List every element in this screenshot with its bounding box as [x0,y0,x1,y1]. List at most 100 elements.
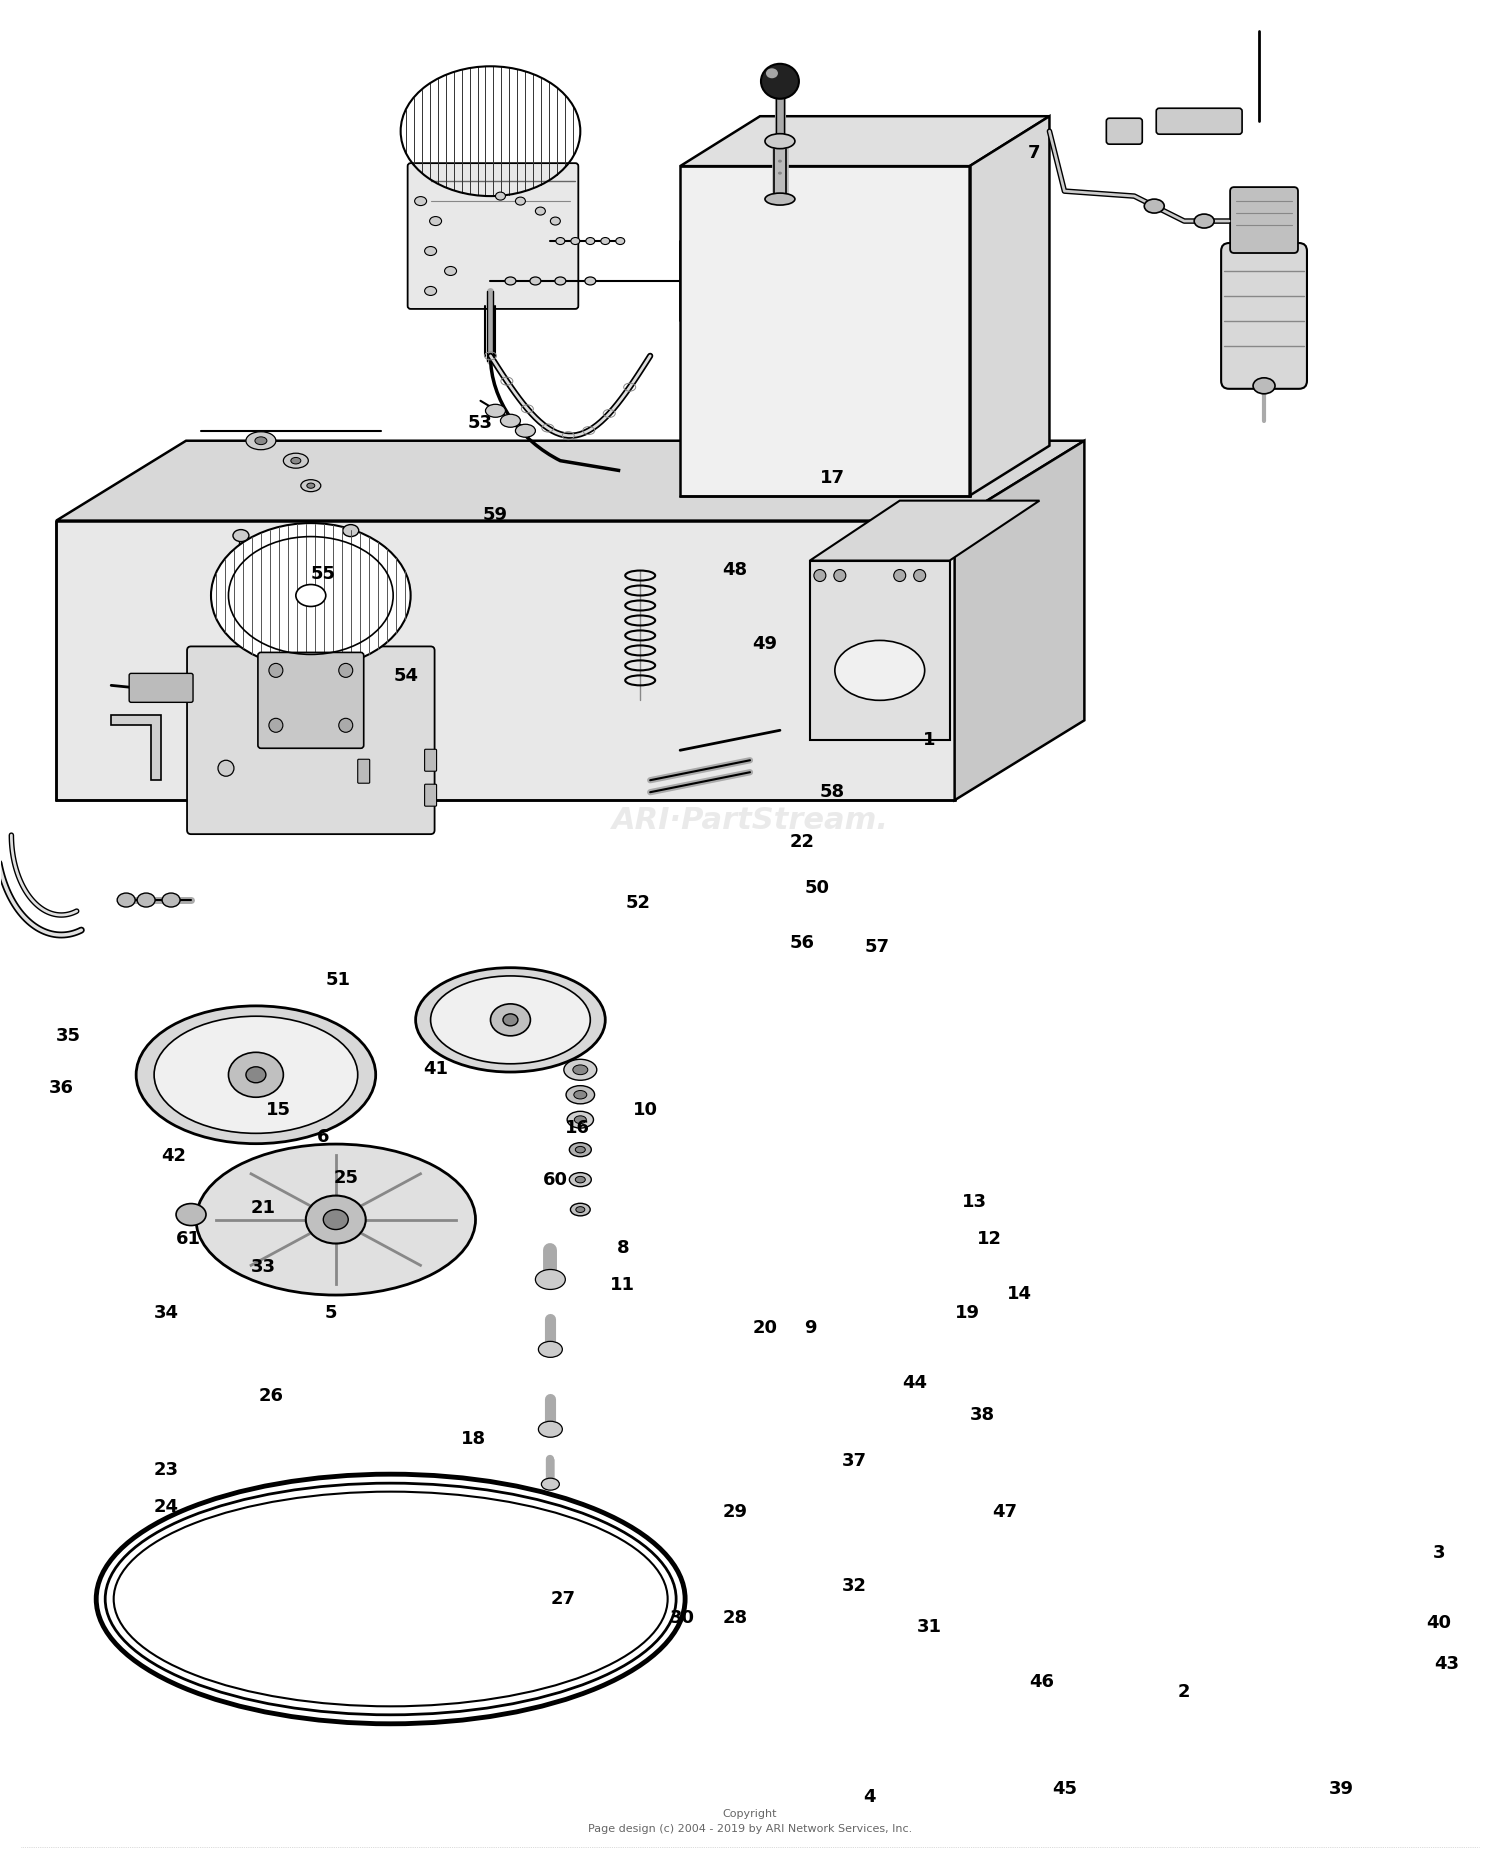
Text: 13: 13 [962,1193,987,1212]
Ellipse shape [602,237,610,244]
Ellipse shape [154,1016,357,1134]
Ellipse shape [255,437,267,444]
Text: 48: 48 [723,561,747,579]
Ellipse shape [538,1341,562,1358]
Ellipse shape [576,1147,585,1153]
Ellipse shape [574,1090,586,1099]
Ellipse shape [536,207,546,215]
Ellipse shape [246,431,276,450]
Text: 47: 47 [992,1504,1017,1521]
Ellipse shape [486,405,506,418]
Text: 24: 24 [153,1498,178,1515]
FancyBboxPatch shape [1107,118,1143,144]
Text: 29: 29 [723,1504,747,1521]
Text: 31: 31 [916,1619,942,1635]
Circle shape [815,570,827,581]
FancyBboxPatch shape [357,758,369,783]
Text: 44: 44 [902,1375,927,1391]
Polygon shape [57,440,1084,520]
Ellipse shape [836,640,924,701]
Text: 20: 20 [753,1319,777,1338]
Ellipse shape [501,414,520,427]
Ellipse shape [306,1195,366,1243]
FancyBboxPatch shape [129,673,194,703]
Text: 39: 39 [1329,1780,1354,1798]
Ellipse shape [136,1006,375,1143]
Text: 56: 56 [790,934,814,953]
Ellipse shape [246,1067,266,1082]
Text: 34: 34 [153,1304,178,1323]
Text: 60: 60 [543,1171,568,1190]
Ellipse shape [490,1005,531,1036]
Ellipse shape [136,894,154,906]
Text: ARI·PartStream.: ARI·PartStream. [612,805,888,834]
Text: 51: 51 [326,971,351,990]
Ellipse shape [1194,215,1214,228]
FancyBboxPatch shape [424,784,436,807]
Text: 7: 7 [1028,144,1041,161]
Ellipse shape [416,968,606,1071]
Text: 14: 14 [1007,1286,1032,1304]
Ellipse shape [564,1060,597,1080]
Text: 35: 35 [57,1027,81,1045]
FancyBboxPatch shape [408,163,579,309]
Text: 55: 55 [310,564,336,583]
Ellipse shape [576,1177,585,1182]
Ellipse shape [765,133,795,148]
Ellipse shape [778,172,782,174]
Text: 8: 8 [616,1240,628,1258]
Ellipse shape [766,68,778,78]
Text: 9: 9 [804,1319,816,1338]
Text: 50: 50 [806,879,830,897]
Ellipse shape [566,1086,594,1104]
Ellipse shape [516,424,536,437]
Ellipse shape [550,216,561,226]
Ellipse shape [585,278,596,285]
FancyBboxPatch shape [810,561,950,740]
Ellipse shape [228,1053,284,1097]
Text: 11: 11 [610,1276,634,1295]
Text: 54: 54 [393,666,418,684]
Text: 40: 40 [1426,1615,1450,1632]
Ellipse shape [162,894,180,906]
Text: 42: 42 [160,1147,186,1166]
Text: 57: 57 [865,938,889,956]
Ellipse shape [542,1478,560,1489]
Text: 5: 5 [324,1304,338,1323]
Text: 33: 33 [251,1258,276,1276]
Polygon shape [810,501,1039,561]
Text: 4: 4 [864,1787,876,1806]
Text: 15: 15 [266,1101,291,1119]
FancyBboxPatch shape [1221,242,1306,388]
Ellipse shape [573,1066,588,1075]
Ellipse shape [760,63,800,98]
Text: 18: 18 [460,1430,486,1447]
Ellipse shape [615,237,624,244]
Ellipse shape [538,1421,562,1437]
Text: 46: 46 [1029,1674,1054,1691]
Text: 53: 53 [468,414,494,431]
Text: 38: 38 [969,1406,994,1423]
Text: 45: 45 [1052,1780,1077,1798]
Ellipse shape [291,457,302,464]
Ellipse shape [302,479,321,492]
Ellipse shape [344,525,358,536]
Text: 23: 23 [153,1462,178,1478]
Text: 28: 28 [723,1610,747,1626]
Ellipse shape [176,1204,206,1225]
Text: 3: 3 [1432,1545,1444,1561]
Circle shape [894,570,906,581]
Ellipse shape [778,159,782,163]
Ellipse shape [574,1116,586,1123]
Text: 12: 12 [976,1230,1002,1249]
Ellipse shape [211,524,411,668]
Ellipse shape [308,483,315,488]
Ellipse shape [414,196,426,205]
FancyBboxPatch shape [188,646,435,834]
Polygon shape [954,440,1084,801]
FancyBboxPatch shape [258,653,363,747]
Ellipse shape [516,198,525,205]
Ellipse shape [567,1112,594,1128]
Text: 25: 25 [333,1169,358,1188]
Text: 6: 6 [316,1128,330,1147]
